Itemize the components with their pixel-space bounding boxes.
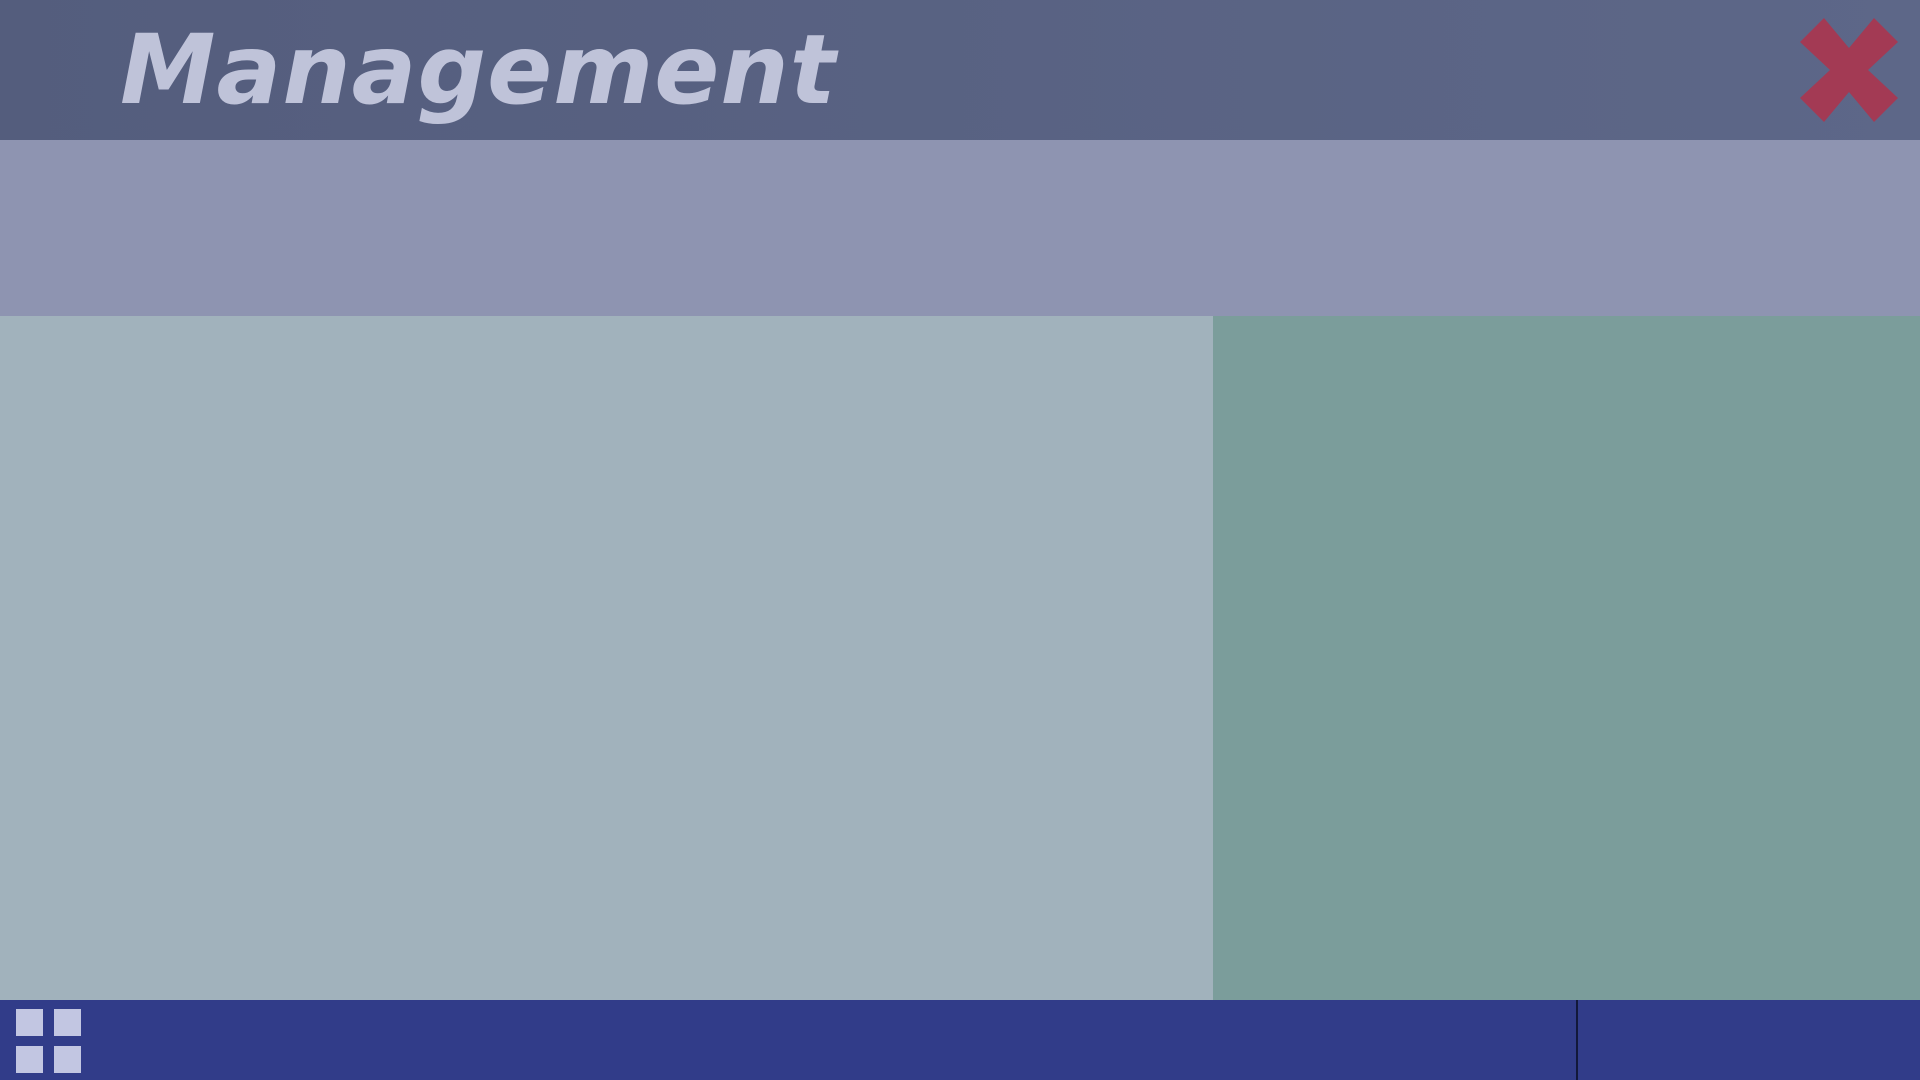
- start-button[interactable]: [16, 1009, 82, 1073]
- subheader-bar: [0, 140, 1920, 316]
- close-button[interactable]: [1800, 18, 1898, 122]
- page-title: Management: [120, 14, 837, 126]
- header-bar: Management: [0, 0, 1920, 140]
- close-icon: [1800, 18, 1898, 122]
- taskbar-divider: [1576, 1000, 1578, 1080]
- main-content-panel: [0, 316, 1213, 1000]
- taskbar: [0, 1000, 1920, 1080]
- side-panel: [1213, 316, 1920, 1000]
